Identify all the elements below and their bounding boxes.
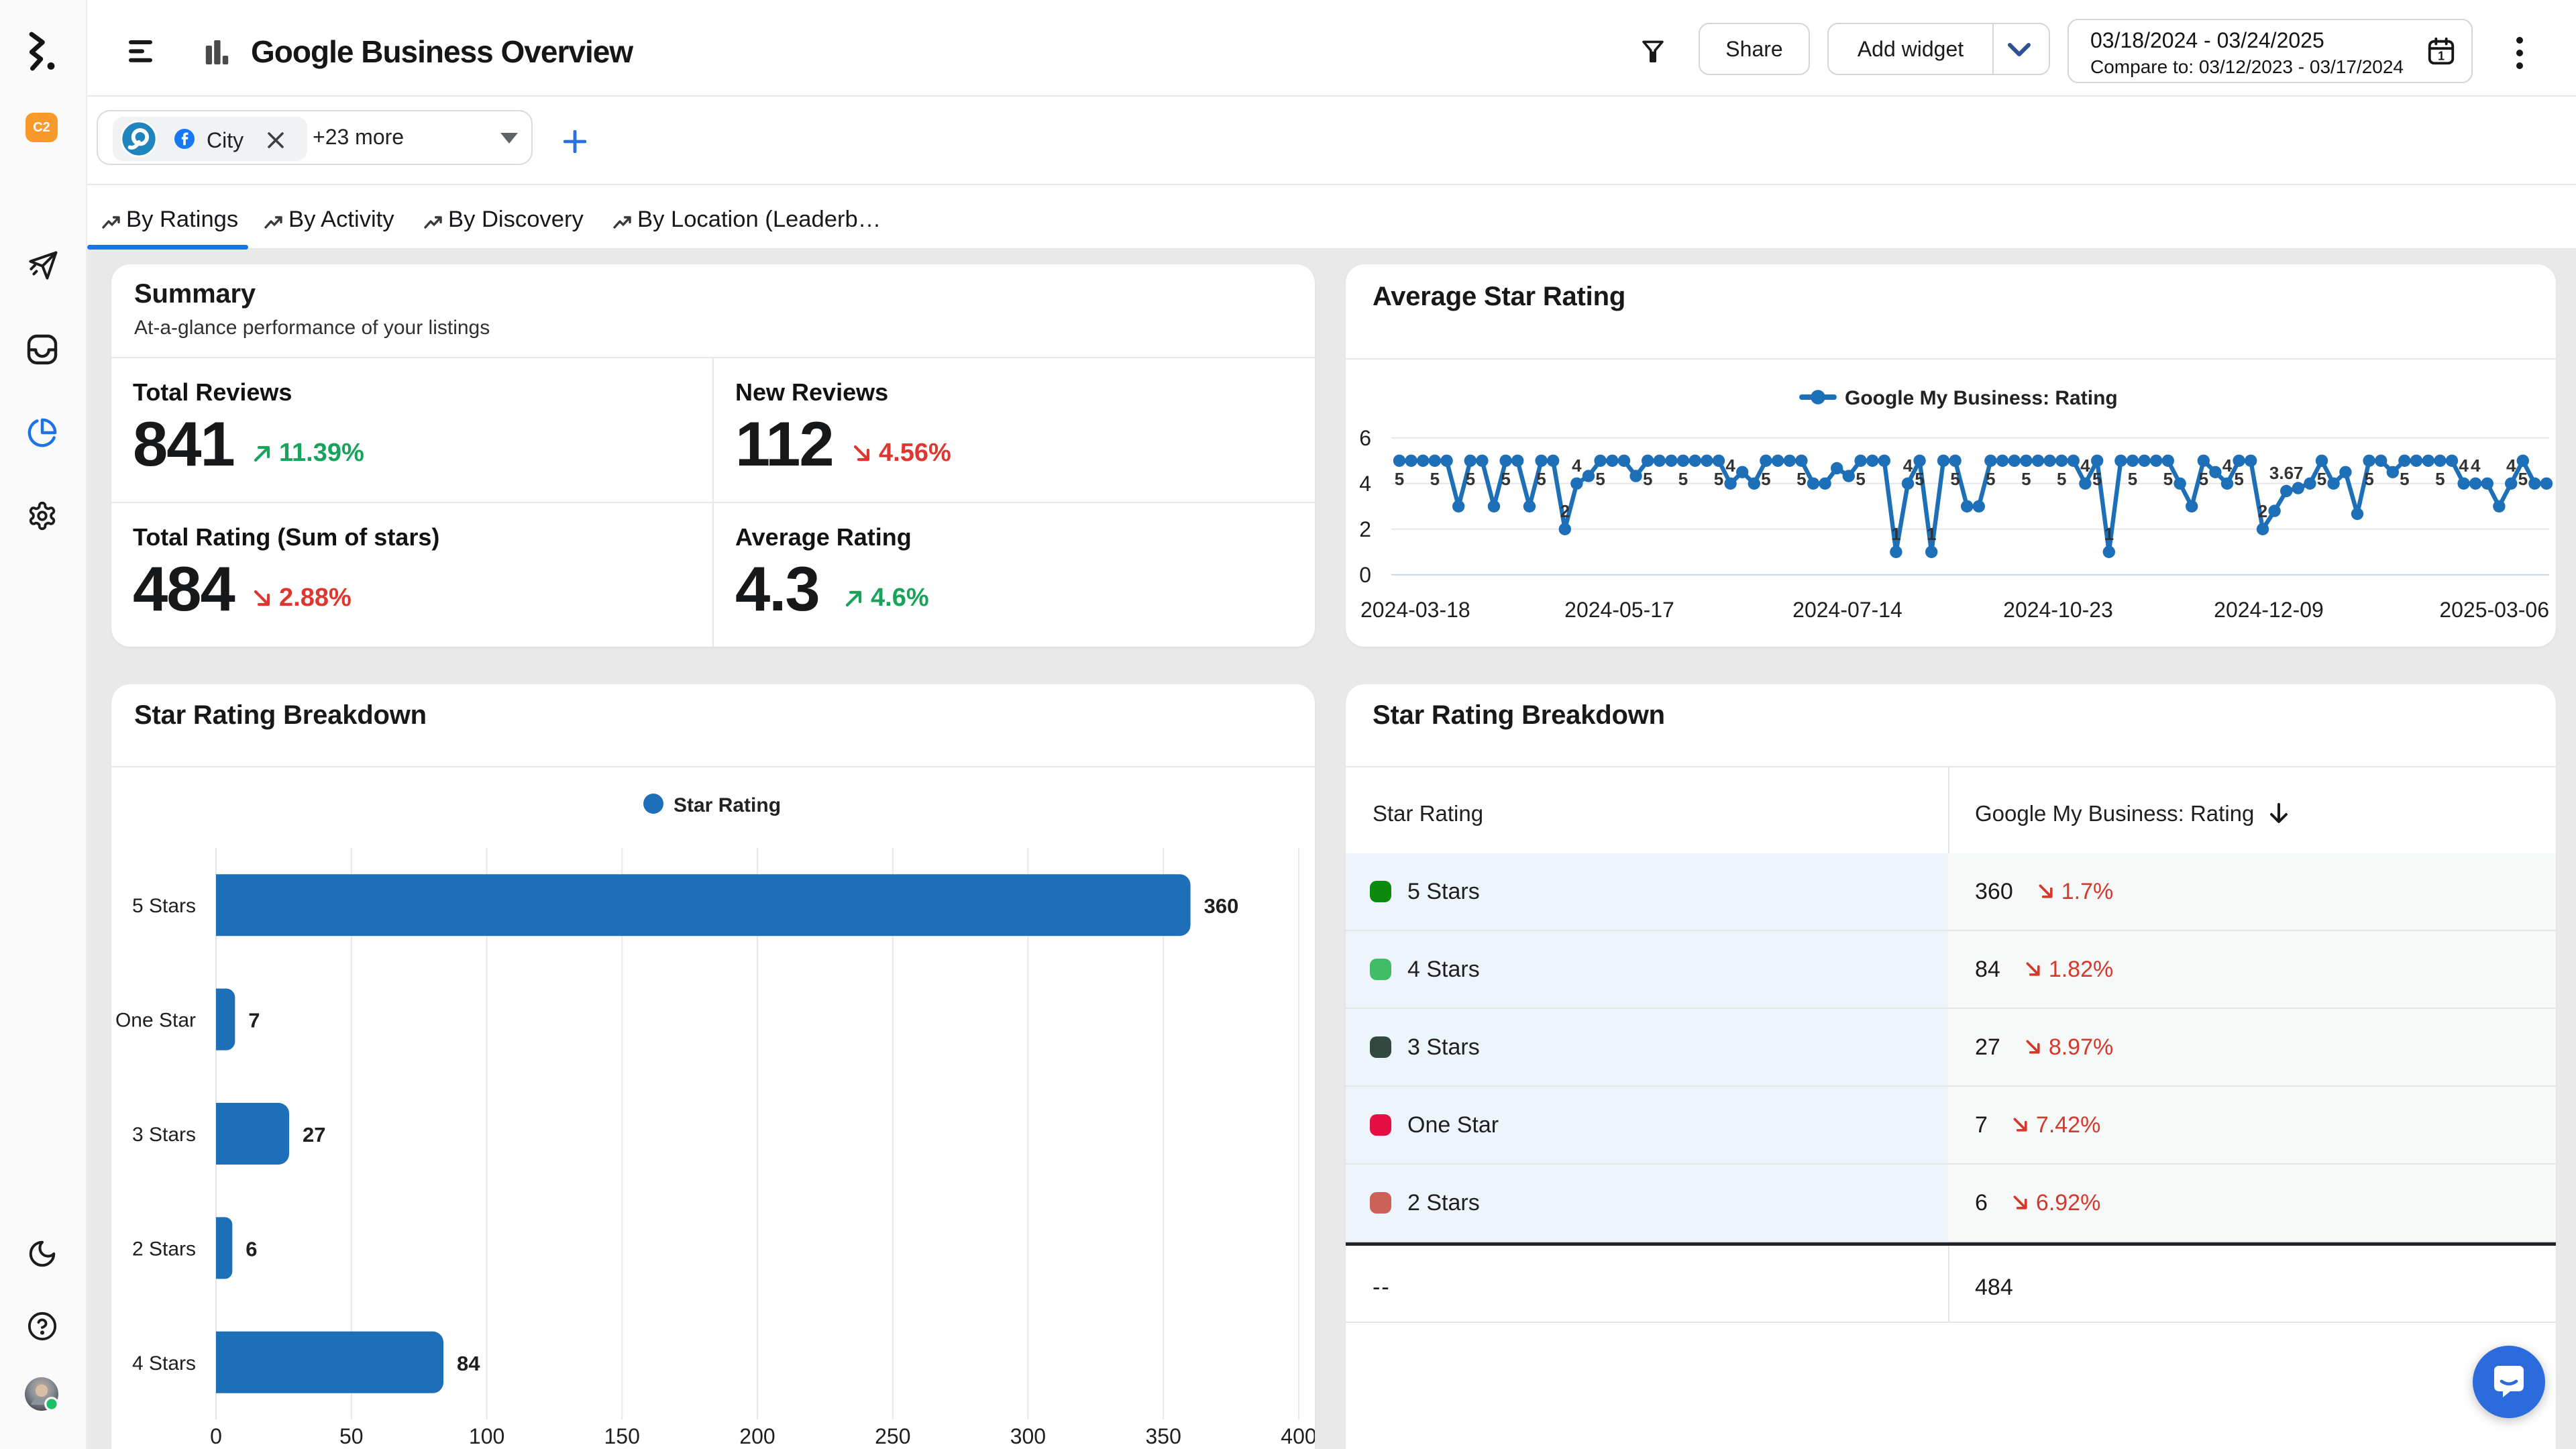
svg-text:1: 1	[1927, 524, 1936, 544]
svg-text:4: 4	[1572, 455, 1582, 476]
svg-text:5: 5	[1714, 469, 1723, 489]
svg-text:300: 300	[1010, 1424, 1046, 1448]
svg-text:2024-12-09: 2024-12-09	[2214, 598, 2324, 622]
svg-text:7: 7	[248, 1009, 260, 1032]
svg-text:2024-07-14: 2024-07-14	[1792, 598, 1902, 622]
svg-text:6: 6	[246, 1237, 257, 1260]
svg-text:350: 350	[1146, 1424, 1181, 1448]
svg-text:5: 5	[2518, 469, 2528, 489]
svg-text:One Star: One Star	[115, 1010, 196, 1032]
svg-text:250: 250	[875, 1424, 910, 1448]
svg-text:0: 0	[1359, 563, 1371, 587]
svg-text:1: 1	[2438, 49, 2445, 62]
svg-text:2: 2	[1560, 501, 1570, 521]
svg-text:4: 4	[1725, 455, 1735, 476]
svg-text:4: 4	[2080, 455, 2090, 476]
svg-text:5: 5	[2400, 469, 2409, 489]
svg-text:5: 5	[2128, 469, 2137, 489]
svg-text:Star Rating: Star Rating	[674, 794, 781, 816]
svg-text:100: 100	[469, 1424, 504, 1448]
svg-text:5: 5	[1430, 469, 1440, 489]
svg-text:4: 4	[2222, 455, 2233, 476]
svg-text:3.67: 3.67	[2269, 463, 2304, 483]
svg-text:360: 360	[1204, 894, 1239, 918]
svg-text:5: 5	[1643, 469, 1652, 489]
svg-text:2025-03-06: 2025-03-06	[2439, 598, 2549, 622]
svg-text:4: 4	[2459, 455, 2469, 476]
svg-text:2024-03-18: 2024-03-18	[1360, 598, 1470, 622]
svg-text:5: 5	[2234, 469, 2243, 489]
svg-text:6: 6	[1359, 426, 1371, 450]
svg-text:5: 5	[1536, 469, 1546, 489]
svg-text:5: 5	[1501, 469, 1510, 489]
svg-text:4: 4	[2471, 455, 2481, 476]
svg-text:150: 150	[604, 1424, 640, 1448]
svg-text:5: 5	[2092, 469, 2102, 489]
svg-text:2: 2	[1359, 517, 1371, 541]
svg-text:5: 5	[2021, 469, 2031, 489]
svg-text:5: 5	[1796, 469, 1806, 489]
svg-text:1: 1	[2104, 524, 2114, 544]
svg-text:2 Stars: 2 Stars	[132, 1238, 196, 1260]
svg-text:400: 400	[1281, 1424, 1315, 1448]
svg-text:3 Stars: 3 Stars	[132, 1124, 196, 1146]
svg-text:5: 5	[2057, 469, 2066, 489]
svg-text:2: 2	[2258, 501, 2267, 521]
svg-text:84: 84	[457, 1352, 480, 1375]
svg-text:200: 200	[739, 1424, 775, 1448]
svg-text:5: 5	[2364, 469, 2373, 489]
svg-text:5: 5	[2435, 469, 2445, 489]
svg-text:5 Stars: 5 Stars	[132, 895, 196, 917]
svg-text:1: 1	[1891, 524, 1900, 544]
svg-text:5: 5	[1915, 469, 1924, 489]
svg-text:4 Stars: 4 Stars	[132, 1352, 196, 1375]
svg-text:50: 50	[339, 1424, 364, 1448]
svg-text:Google My Business: Rating: Google My Business: Rating	[1845, 387, 2118, 409]
svg-text:0: 0	[210, 1424, 222, 1448]
svg-text:5: 5	[1466, 469, 1475, 489]
svg-text:5: 5	[1986, 469, 1995, 489]
svg-text:4: 4	[1359, 472, 1371, 496]
svg-text:4: 4	[1903, 455, 1913, 476]
svg-text:27: 27	[303, 1123, 325, 1146]
svg-text:5: 5	[1950, 469, 1960, 489]
svg-text:5: 5	[1856, 469, 1865, 489]
svg-text:5: 5	[1761, 469, 1770, 489]
svg-text:5: 5	[1395, 469, 1404, 489]
svg-text:5: 5	[2199, 469, 2208, 489]
svg-text:4: 4	[2506, 455, 2516, 476]
svg-text:5: 5	[2163, 469, 2173, 489]
svg-text:5: 5	[1678, 469, 1688, 489]
svg-text:5: 5	[1595, 469, 1605, 489]
svg-text:2024-10-23: 2024-10-23	[2003, 598, 2113, 622]
svg-text:2024-05-17: 2024-05-17	[1564, 598, 1674, 622]
svg-text:5: 5	[2317, 469, 2326, 489]
